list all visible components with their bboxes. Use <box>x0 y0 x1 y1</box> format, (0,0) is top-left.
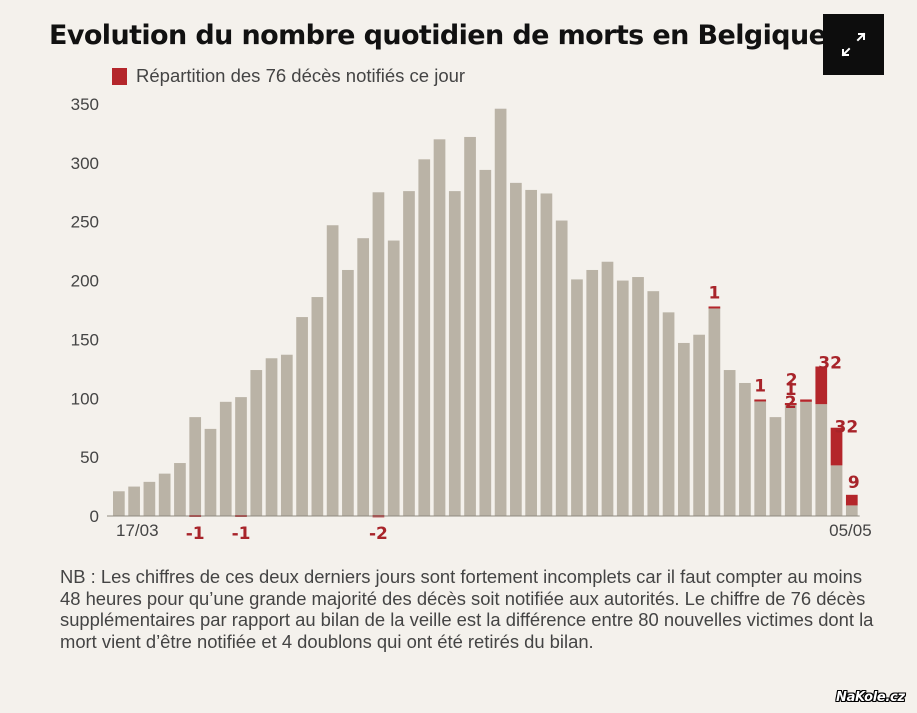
y-tick-label: 50 <box>80 448 99 467</box>
bar <box>800 401 812 516</box>
data-label: 9 <box>848 473 860 493</box>
bar <box>586 269 599 516</box>
legend-swatch <box>112 67 127 85</box>
bar-added <box>754 399 767 402</box>
bar-added <box>845 494 858 506</box>
bar <box>540 193 553 516</box>
legend-label: Répartition des 76 décès notifiés ce jou… <box>136 65 466 86</box>
bar <box>403 191 415 516</box>
data-label: -1 <box>186 524 205 544</box>
bar <box>189 417 202 516</box>
bar <box>280 354 293 516</box>
bar <box>342 269 354 516</box>
bar <box>815 404 828 516</box>
bar <box>372 192 385 517</box>
y-tick-label: 100 <box>71 389 99 408</box>
bar <box>601 261 614 516</box>
data-label: 32 <box>818 354 842 374</box>
bar <box>235 397 247 516</box>
expand-icon <box>841 32 866 57</box>
bar <box>494 108 507 517</box>
bar <box>632 277 644 516</box>
bar <box>113 491 125 516</box>
bar <box>677 342 690 516</box>
chart-title: Evolution du nombre quotidien de morts e… <box>49 20 827 51</box>
bar <box>723 370 736 516</box>
bar <box>479 169 492 517</box>
bar <box>525 189 537 516</box>
bar <box>311 297 324 516</box>
bar <box>265 358 278 516</box>
y-tick-label: 0 <box>90 507 99 526</box>
y-axis: 0 50 100 150 200 250 300 350 <box>71 95 99 526</box>
data-label: 2 <box>785 393 797 413</box>
bar <box>143 481 156 516</box>
bar-added <box>784 402 797 405</box>
data-label: 2 <box>786 370 798 390</box>
data-label: -1 <box>232 524 251 544</box>
bar <box>693 334 705 516</box>
bar <box>769 417 782 516</box>
watermark: NaKole.cz <box>836 690 905 705</box>
bar <box>387 240 400 516</box>
bar <box>174 463 186 516</box>
expand-button[interactable] <box>823 14 884 75</box>
y-tick-label: 200 <box>71 272 99 291</box>
bar <box>830 465 843 516</box>
bar <box>708 307 721 516</box>
bar <box>158 473 171 516</box>
bar <box>204 428 217 516</box>
bar <box>571 279 583 516</box>
data-label: 1 <box>708 283 720 303</box>
bar <box>754 400 767 516</box>
bar <box>647 291 660 516</box>
y-tick-label: 300 <box>71 154 99 173</box>
y-tick-label: 150 <box>71 330 99 349</box>
data-label: -2 <box>369 524 388 544</box>
bar <box>448 191 461 516</box>
footnote: NB : Les chiffres de ces deux derniers j… <box>60 566 874 652</box>
data-label: 1 <box>785 380 797 400</box>
bar <box>326 225 339 516</box>
bar <box>418 159 431 516</box>
data-label: 1 <box>754 376 766 396</box>
bar <box>433 139 446 517</box>
bar <box>464 136 476 516</box>
bars <box>113 108 858 518</box>
bar <box>510 182 522 516</box>
bar <box>250 370 263 516</box>
bar <box>845 505 858 516</box>
data-label: 32 <box>835 418 859 438</box>
bar <box>555 220 568 516</box>
bar <box>128 486 140 516</box>
bar <box>219 401 232 516</box>
bar <box>739 382 751 516</box>
bar <box>616 280 629 516</box>
y-tick-label: 350 <box>71 95 99 114</box>
bar-added <box>815 366 828 405</box>
bar-added <box>708 306 721 309</box>
x-axis: 17/03 05/05 <box>107 515 872 540</box>
bar <box>357 238 370 517</box>
chart-legend: Répartition des 76 décès notifiés ce jou… <box>112 65 465 87</box>
x-tick-label: 17/03 <box>116 521 159 540</box>
bar-added <box>830 427 843 466</box>
bar <box>784 404 797 516</box>
bar-added <box>800 399 812 402</box>
bar <box>296 317 308 516</box>
bar <box>662 312 675 516</box>
y-tick-label: 250 <box>71 213 99 232</box>
x-tick-label: 05/05 <box>829 521 872 540</box>
